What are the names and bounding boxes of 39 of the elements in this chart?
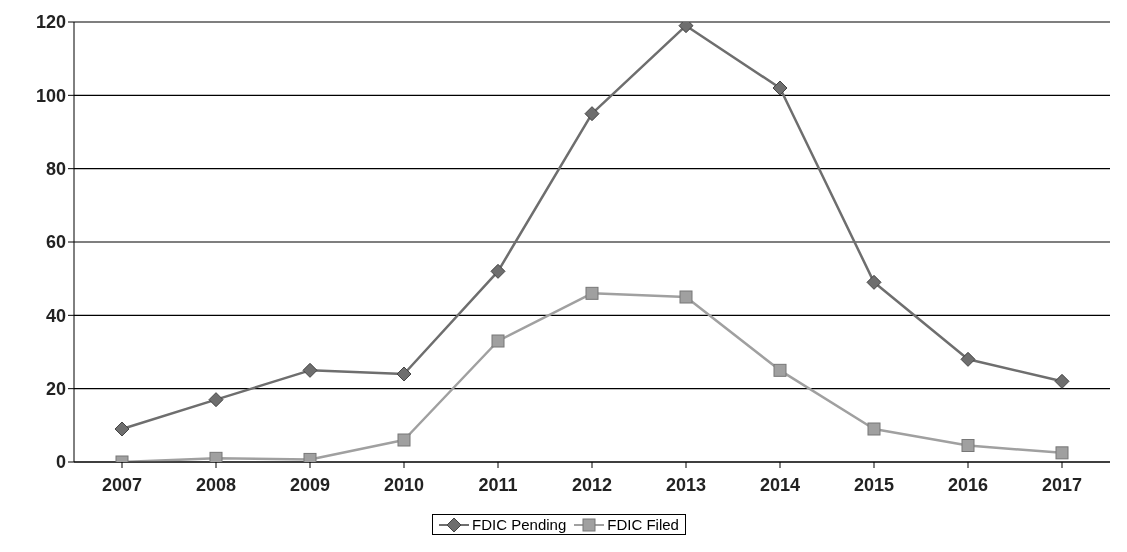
point bbox=[1055, 446, 1069, 460]
x-tick-label: 2016 bbox=[947, 474, 989, 495]
x-tick-label: 2009 bbox=[289, 474, 331, 495]
y-tick-label: 100 bbox=[35, 85, 66, 106]
point bbox=[397, 433, 411, 447]
y-tick-label: 40 bbox=[45, 305, 66, 326]
point bbox=[491, 334, 505, 348]
x-tick-label: 2014 bbox=[759, 474, 801, 495]
legend-label: FDIC Pending bbox=[471, 516, 567, 533]
point bbox=[960, 351, 976, 367]
y-tick-label: 120 bbox=[35, 12, 66, 33]
point bbox=[1054, 373, 1070, 389]
point bbox=[772, 80, 788, 96]
point bbox=[585, 286, 599, 300]
point bbox=[867, 422, 881, 436]
y-tick-label: 0 bbox=[55, 452, 66, 473]
point bbox=[302, 362, 318, 378]
y-tick-label: 20 bbox=[45, 379, 66, 400]
x-tick-label: 2008 bbox=[195, 474, 237, 495]
x-tick-label: 2011 bbox=[478, 474, 518, 495]
point bbox=[584, 106, 600, 122]
x-tick-label: 2015 bbox=[853, 474, 895, 495]
point bbox=[209, 451, 223, 462]
x-tick-label: 2007 bbox=[101, 474, 143, 495]
point bbox=[490, 263, 506, 279]
y-tick-label: 80 bbox=[45, 159, 66, 180]
y-tick-label: 60 bbox=[45, 232, 66, 253]
x-tick-label: 2012 bbox=[571, 474, 613, 495]
point bbox=[679, 290, 693, 304]
legend-label: FDIC Filed bbox=[606, 516, 679, 533]
x-tick-label: 2017 bbox=[1041, 474, 1083, 495]
x-tick-label: 2013 bbox=[665, 474, 707, 495]
point bbox=[208, 392, 224, 408]
point bbox=[866, 274, 882, 290]
point bbox=[961, 439, 975, 452]
point bbox=[114, 421, 130, 437]
point bbox=[396, 366, 412, 382]
point bbox=[773, 363, 787, 377]
x-tick-label: 2010 bbox=[383, 474, 425, 495]
